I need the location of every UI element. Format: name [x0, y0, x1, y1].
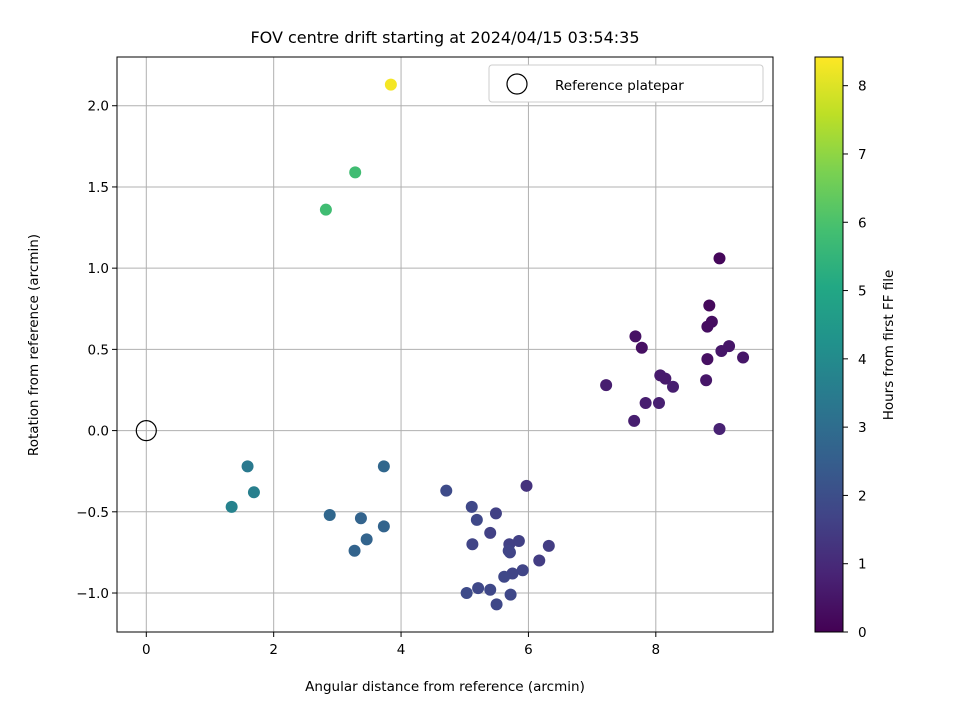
data-point	[628, 414, 641, 427]
data-point	[247, 486, 260, 499]
data-point	[713, 422, 726, 435]
legend-label: Reference platepar	[555, 78, 684, 94]
data-point	[225, 500, 238, 513]
data-point	[472, 582, 485, 595]
data-point	[639, 396, 652, 409]
colorbar-tick-label: 1	[858, 557, 867, 573]
y-tick-label: 1.5	[88, 180, 109, 196]
data-point	[652, 396, 665, 409]
data-point	[542, 539, 555, 552]
legend-box	[488, 64, 764, 103]
colorbar: 0 1 2 3 4 5 6 7 8 Hours from first FF file	[814, 56, 897, 641]
colorbar-ticks: 0 1 2 3 4 5 6 7 8	[843, 79, 867, 641]
data-point	[440, 484, 453, 497]
legend: Reference platepar	[488, 64, 764, 103]
y-tick-label: 2.0	[88, 99, 109, 115]
y-tick-label: 0.0	[88, 424, 109, 440]
data-point	[323, 509, 336, 522]
data-point	[460, 587, 473, 600]
data-point	[504, 588, 517, 601]
colorbar-gradient	[814, 56, 844, 633]
data-point	[629, 330, 642, 343]
data-point	[512, 535, 525, 548]
data-point	[635, 341, 648, 354]
data-point	[484, 583, 497, 596]
colorbar-tick-label: 0	[858, 625, 867, 641]
data-point	[465, 500, 478, 513]
data-point	[715, 344, 728, 357]
reference-marker	[135, 419, 157, 442]
colorbar-tick-label: 6	[858, 215, 867, 231]
data-point	[520, 479, 533, 492]
grid	[117, 57, 773, 632]
data-point	[466, 538, 479, 551]
data-point	[377, 460, 390, 473]
data-point	[713, 252, 726, 265]
data-point	[498, 570, 511, 583]
colorbar-tick-label: 4	[858, 352, 867, 368]
data-point	[489, 507, 502, 520]
y-tick-label: 1.0	[88, 261, 109, 277]
chart-title: FOV centre drift starting at 2024/04/15 …	[250, 28, 639, 47]
y-tick-label: −1.0	[76, 586, 109, 602]
data-point	[533, 554, 546, 567]
colorbar-label: Hours from first FF file	[881, 270, 897, 421]
colorbar-tick-label: 2	[858, 488, 867, 504]
data-point	[241, 460, 254, 473]
data-point	[354, 512, 367, 525]
x-tick-label: 4	[397, 642, 406, 658]
data-point	[516, 564, 529, 577]
data-point	[503, 546, 516, 559]
data-point	[484, 526, 497, 539]
x-tick-label: 2	[269, 642, 278, 658]
data-point	[470, 513, 483, 526]
data-points	[225, 78, 750, 611]
x-axis-label: Angular distance from reference (arcmin)	[305, 679, 585, 695]
data-point	[360, 533, 373, 546]
data-point	[737, 351, 750, 364]
x-tick-label: 6	[524, 642, 533, 658]
data-point	[703, 299, 716, 312]
axes-frame	[116, 56, 774, 633]
x-tick-label: 8	[652, 642, 661, 658]
data-point	[667, 380, 680, 393]
data-point	[701, 353, 714, 366]
data-point	[700, 374, 713, 387]
y-tick-label: −0.5	[76, 505, 109, 521]
data-point	[659, 372, 672, 385]
data-point	[349, 166, 362, 179]
y-axis-label: Rotation from reference (arcmin)	[26, 234, 42, 456]
data-point	[490, 598, 503, 611]
colorbar-tick-label: 5	[858, 284, 867, 300]
data-point	[600, 379, 613, 392]
data-point	[348, 544, 361, 557]
y-tick-label: 0.5	[88, 342, 109, 358]
x-axis-ticks: 0 2 4 6 8	[142, 632, 660, 658]
data-point	[384, 78, 397, 91]
colorbar-tick-label: 7	[858, 147, 867, 163]
legend-marker	[506, 73, 528, 95]
y-axis-ticks: −1.0 −0.5 0.0 0.5 1.0 1.5 2.0	[76, 99, 117, 602]
data-point	[319, 203, 332, 216]
colorbar-tick-label: 8	[858, 79, 867, 95]
data-point	[701, 320, 714, 333]
data-point	[377, 520, 390, 533]
colorbar-tick-label: 3	[858, 420, 867, 436]
x-tick-label: 0	[142, 642, 151, 658]
